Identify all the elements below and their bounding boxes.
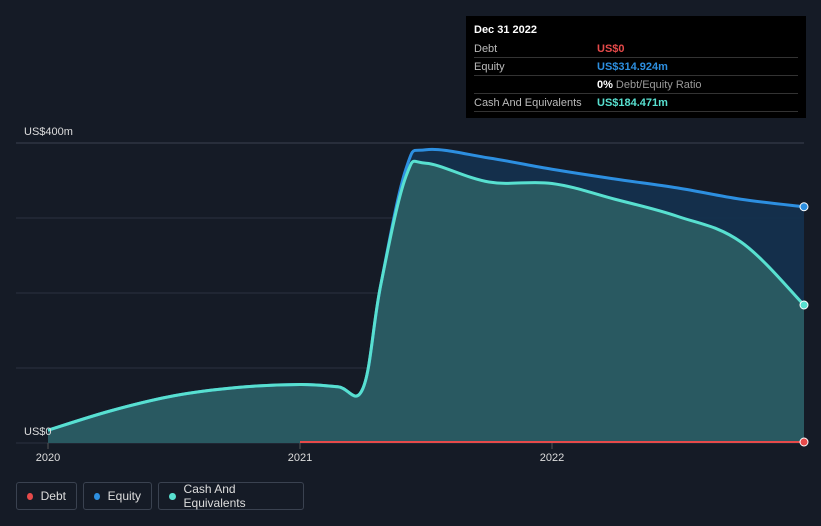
tooltip-row-ratio: 0% Debt/Equity Ratio <box>474 76 798 94</box>
y-axis-bottom-label: US$0 <box>24 426 52 438</box>
y-axis-top-label: US$400m <box>24 126 73 138</box>
debt-end-marker <box>799 437 809 447</box>
tooltip-value: US$184.471m <box>597 96 668 109</box>
tooltip-value: 0% <box>597 78 613 91</box>
legend-item-debt[interactable]: Debt <box>16 482 77 510</box>
end-markers <box>799 202 809 447</box>
legend-label: Equity <box>107 489 141 503</box>
legend-item-cash[interactable]: Cash And Equivalents <box>158 482 304 510</box>
x-tick-label: 2022 <box>540 452 564 464</box>
tooltip-ratio-suffix: Debt/Equity Ratio <box>615 78 702 91</box>
cash-area <box>48 161 804 443</box>
tooltip-value: US$314.924m <box>597 60 668 73</box>
cash-dot-icon <box>169 492 176 500</box>
legend-label: Cash And Equivalents <box>183 482 246 510</box>
tooltip-label: Cash And Equivalents <box>474 96 582 109</box>
tooltip-label: Debt <box>474 42 498 55</box>
tooltip-date: Dec 31 2022 <box>474 24 537 36</box>
tooltip-value: US$0 <box>597 42 625 55</box>
x-axis-ticks: 2020 2021 2022 <box>36 443 564 464</box>
x-tick-label: 2020 <box>36 452 60 464</box>
tooltip-label: Equity <box>474 60 505 73</box>
tooltip-row-debt: Debt US$0 <box>474 40 798 58</box>
cash-line <box>47 159 806 432</box>
equity-dot-icon <box>94 492 100 500</box>
tooltip-panel: Dec 31 2022 Debt US$0 Equity US$314.924m… <box>466 16 806 118</box>
equity-end-marker <box>799 202 809 212</box>
debt-dot-icon <box>27 492 33 500</box>
legend-item-equity[interactable]: Equity <box>83 482 152 510</box>
legend-label: Debt <box>40 489 66 503</box>
tooltip-row-cash: Cash And Equivalents US$184.471m <box>474 94 798 112</box>
cash-end-marker <box>799 300 809 310</box>
tooltip-row-equity: Equity US$314.924m <box>474 58 798 76</box>
x-tick-label: 2021 <box>288 452 312 464</box>
